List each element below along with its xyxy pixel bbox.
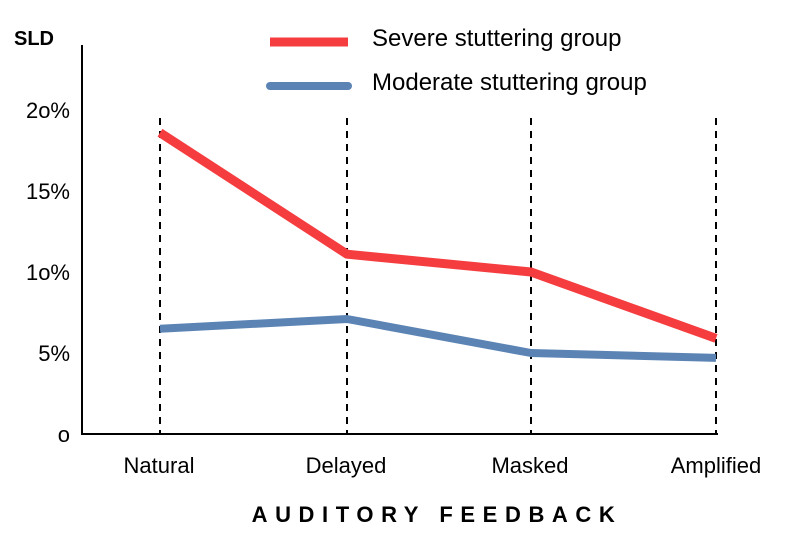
y-tick-labels: o 5% 1o% 15% 2o% [26,98,70,447]
y-tick-label: 5% [38,341,70,366]
x-tick-labels: Natural Delayed Masked Amplified [124,453,762,478]
x-tick-label-delayed: Delayed [306,453,387,478]
legend-label-severe: Severe stuttering group [372,25,621,52]
x-tick-label-amplified: Amplified [671,453,761,478]
series-line-moderate [159,315,717,362]
axes [81,45,718,435]
legend-label-moderate: Moderate stuttering group [372,69,647,96]
y-tick-label: o [58,422,70,447]
grid-lines [159,118,717,434]
y-tick-label: 2o% [26,98,70,123]
y-tick-label: 1o% [26,260,70,285]
y-axis-label: SLD [14,28,54,50]
legend: Severe stuttering group Moderate stutteri… [266,25,647,96]
series-line-severe [157,128,718,343]
series-lines [157,128,718,362]
y-tick-label: 15% [26,179,70,204]
x-tick-label-natural: Natural [124,453,195,478]
x-tick-label-masked: Masked [491,453,568,478]
x-axis-label: AUDITORY FEEDBACK [252,502,623,527]
